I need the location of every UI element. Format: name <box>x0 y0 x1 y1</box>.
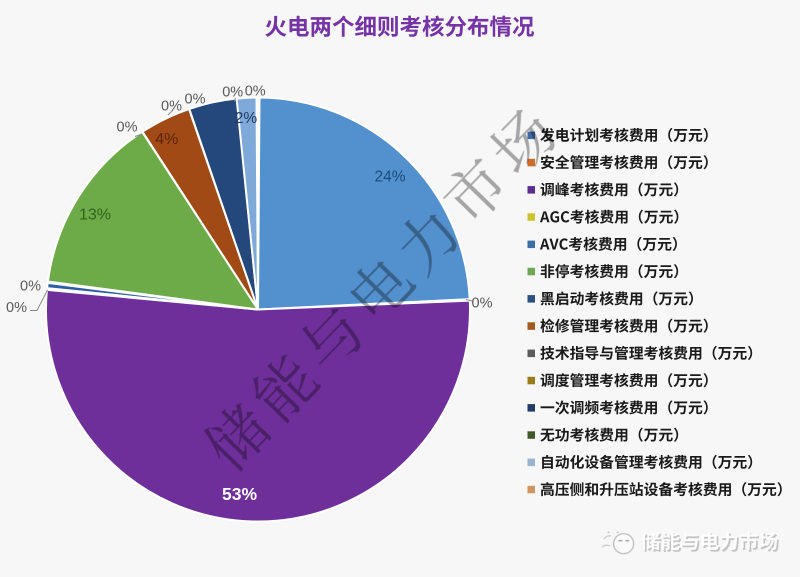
svg-text:0%: 0% <box>222 84 243 100</box>
svg-text:53%: 53% <box>222 484 257 504</box>
svg-text:0%: 0% <box>472 296 493 312</box>
svg-text:0%: 0% <box>245 83 266 99</box>
svg-text:13%: 13% <box>79 207 111 224</box>
svg-text:4%: 4% <box>155 131 178 148</box>
svg-text:0%: 0% <box>20 279 41 295</box>
svg-text:0%: 0% <box>161 99 182 115</box>
svg-text:0%: 0% <box>117 120 138 136</box>
svg-text:0%: 0% <box>6 300 27 316</box>
svg-text:0%: 0% <box>185 92 206 108</box>
svg-text:2%: 2% <box>235 110 258 127</box>
svg-text:24%: 24% <box>374 168 405 185</box>
